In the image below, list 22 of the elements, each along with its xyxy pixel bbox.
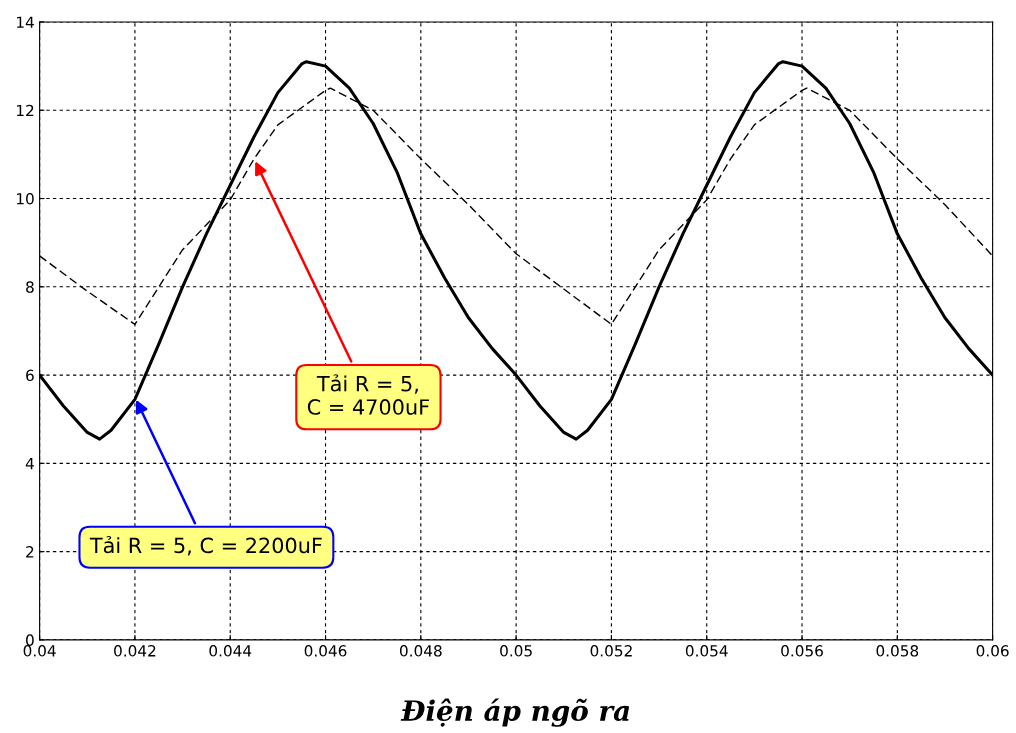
x-tick-label: 0.04 xyxy=(23,645,56,657)
annotation: Tải R = 5, C = 2200uF xyxy=(89,536,322,556)
y-tick-label: 6 xyxy=(26,369,34,382)
x-tick-label: 0.06 xyxy=(976,645,1009,657)
y-tick-label: 2 xyxy=(26,546,34,558)
x-tick-label: 0.056 xyxy=(781,645,823,657)
x-tick-label: 0.048 xyxy=(399,645,442,657)
x-tick-label: 0.042 xyxy=(114,645,156,657)
x-tick-label: 0.05 xyxy=(500,645,532,657)
y-tick-label: 8 xyxy=(26,281,34,293)
annotation: Tải R = 5, C = 4700uF xyxy=(307,374,429,415)
x-tick-label: 0.054 xyxy=(685,645,728,657)
x-axis-title: Điện áp ngõ ra xyxy=(400,698,630,727)
y-tick-label: 10 xyxy=(17,193,34,205)
x-tick-label: 0.058 xyxy=(876,645,919,657)
x-tick-label: 0.052 xyxy=(590,645,632,657)
y-tick-label: 12 xyxy=(17,104,34,117)
x-tick-label: 0.044 xyxy=(209,645,252,657)
y-tick-label: 0 xyxy=(26,634,34,646)
y-tick-label: 14 xyxy=(17,16,34,28)
y-tick-label: 4 xyxy=(25,458,34,470)
x-tick-label: 0.046 xyxy=(304,645,347,657)
